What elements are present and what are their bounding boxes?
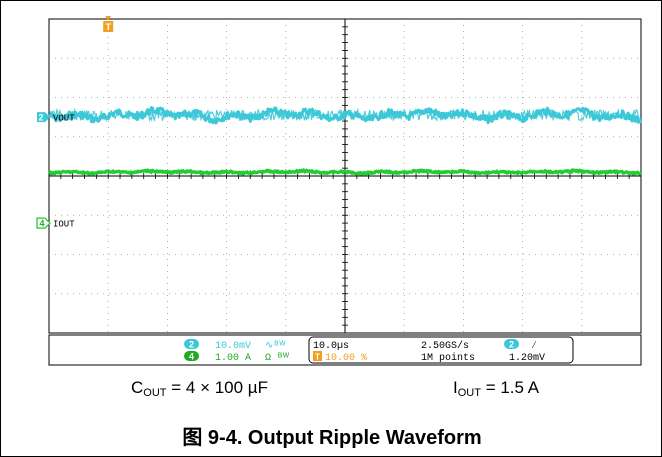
- figure-caption: 图 9-4. Output Ripple Waveform: [182, 427, 482, 449]
- channel-markers: 2 VOUT 4 IOUT T: [36, 16, 114, 230]
- ch2-scale: 10.0mV: [215, 341, 251, 352]
- iout-sub: OUT: [457, 387, 481, 399]
- record-length: 1M points: [421, 352, 475, 364]
- ch4-coupling: Ω ᴮᵂ: [265, 353, 290, 364]
- channel-marker-4: 4 IOUT: [36, 217, 75, 230]
- iout-condition: IOUT = 1.5 A: [453, 378, 539, 399]
- readout-box: [48, 334, 642, 366]
- timebase: 10.0µs: [313, 341, 349, 352]
- ch-marker-shape: [37, 112, 50, 123]
- trigger-level: 1.20mV: [509, 353, 545, 364]
- oscilloscope-display: 2 VOUT 4 IOUT T 2 10.0mV ∿ᴮᵂ 4 1.00 A Ω ᴮᵂ 1…: [36, 16, 643, 366]
- trace-vout-noise: [48, 107, 642, 123]
- trigger-pos-icon: [313, 351, 322, 361]
- trigger-pos: 10.00 %: [325, 353, 367, 364]
- readout-panel: 2 10.0mV ∿ᴮᵂ 4 1.00 A Ω ᴮᵂ 10.0µs T 10.0…: [48, 334, 642, 366]
- iout-value: = 1.5 A: [480, 378, 540, 397]
- trigger-ch-label: 2: [509, 340, 514, 350]
- ch4-badge: [184, 351, 199, 361]
- ch4-scale: 1.00 A: [215, 353, 251, 364]
- trigger-pos-icon-label: T: [315, 353, 320, 362]
- trigger-arrow-icon: [105, 16, 112, 20]
- grid: [48, 18, 642, 334]
- trace-iout-noise: [48, 169, 642, 175]
- trigger-marker: T: [103, 16, 114, 32]
- ch2-badge-label: 2: [189, 340, 194, 350]
- sample-rate: 2.50GS/s: [421, 340, 469, 352]
- trigger-label: T: [105, 22, 111, 32]
- ch-marker-shape: [36, 217, 51, 229]
- iout-prefix: I: [453, 378, 458, 397]
- ch-marker-name: VOUT: [53, 114, 75, 124]
- ch2-coupling: ∿ᴮᵂ: [265, 341, 286, 352]
- trigger-slope-icon: ⁄: [531, 341, 537, 352]
- channel-marker-2: 2 VOUT: [37, 112, 75, 124]
- traces: [47, 106, 643, 176]
- ch-marker-number: 4: [39, 219, 44, 229]
- cout-value: = 4 × 100 µF: [166, 378, 268, 397]
- ch4-badge-label: 4: [189, 352, 194, 362]
- ch-marker-name: IOUT: [53, 220, 75, 230]
- ch2-badge: [184, 339, 199, 349]
- trigger-box-icon: [103, 21, 114, 32]
- timebase-box: [308, 336, 574, 364]
- cout-prefix: C: [131, 378, 144, 397]
- cout-sub: OUT: [143, 387, 167, 399]
- cout-condition: COUT = 4 × 100 µF: [131, 378, 268, 399]
- trigger-ch-badge: [504, 339, 519, 349]
- ch-marker-number: 2: [38, 113, 43, 123]
